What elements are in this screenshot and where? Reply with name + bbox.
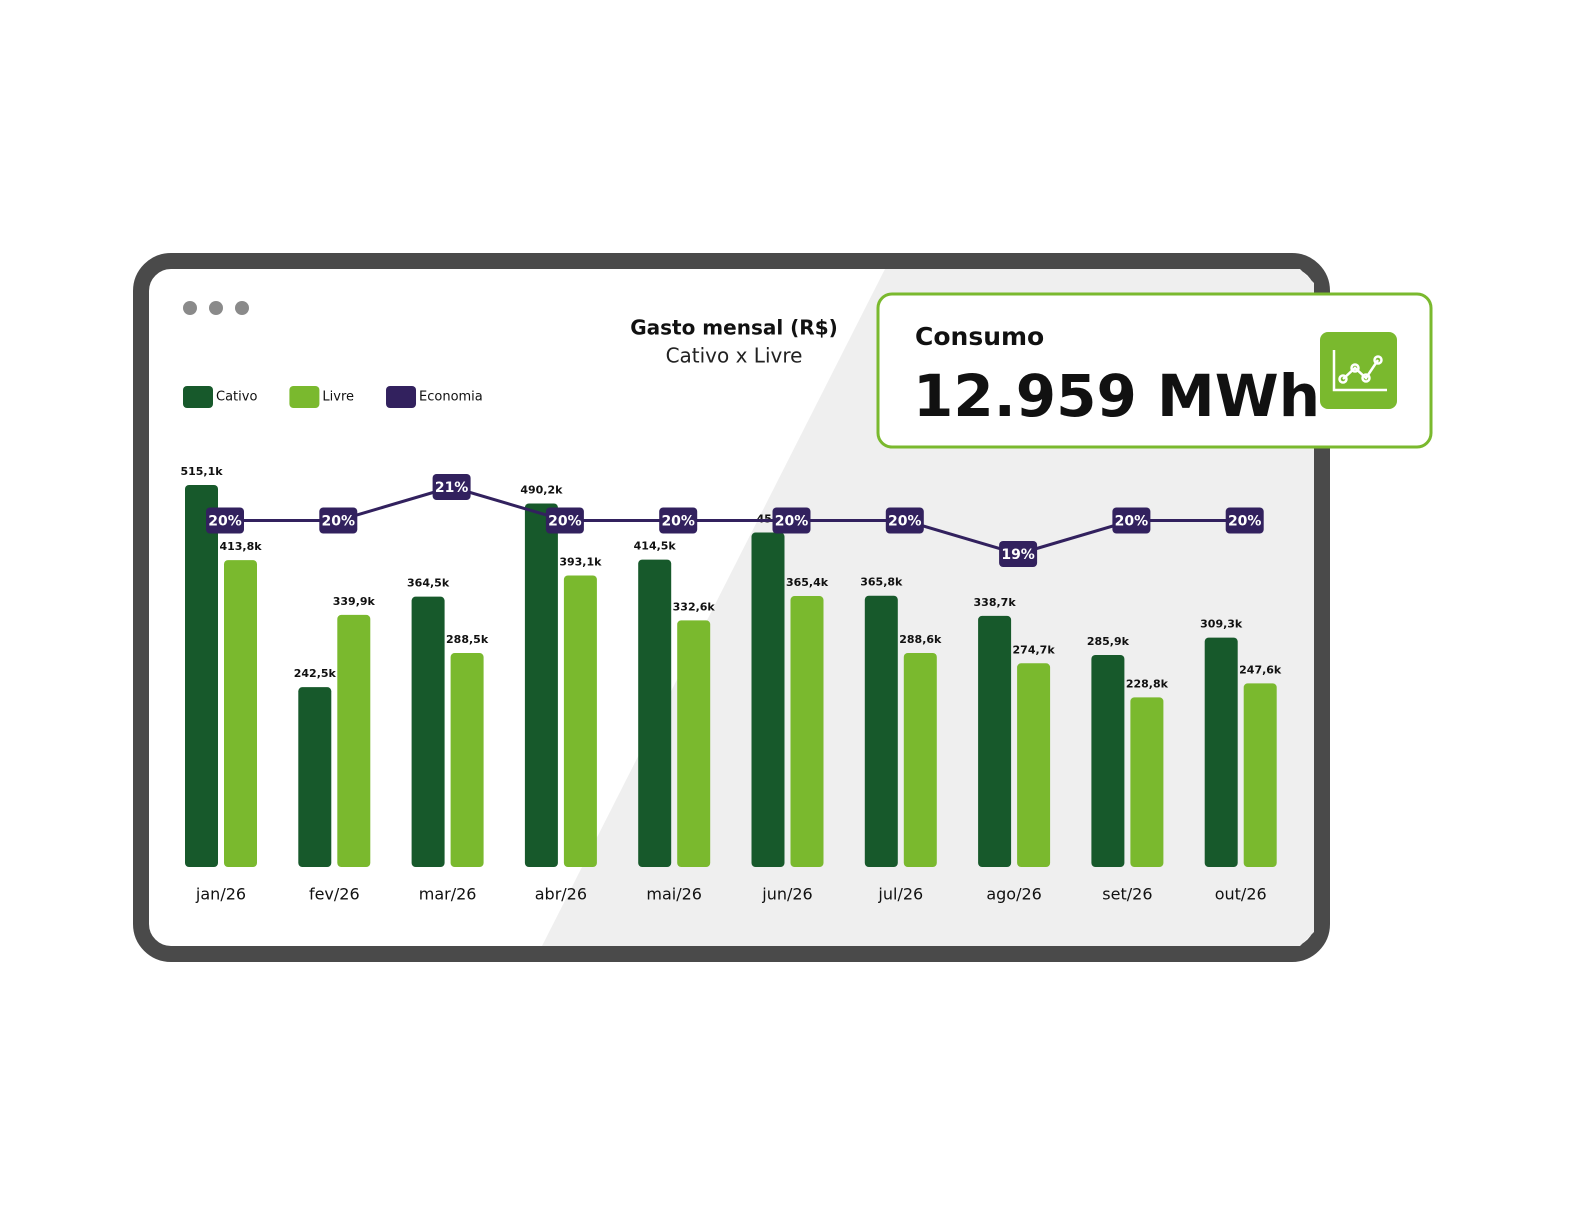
data-label: 365,8k: [860, 576, 903, 589]
x-tick-label: out/26: [1215, 885, 1267, 904]
x-tick-label: jul/26: [877, 885, 923, 904]
data-label: 515,1k: [180, 465, 223, 478]
x-tick-label: mai/26: [646, 885, 702, 904]
line-marker: [319, 507, 358, 534]
data-label: 228,8k: [1126, 677, 1169, 690]
data-label: 309,3k: [1200, 618, 1243, 631]
bar: [185, 485, 218, 867]
data-label: 19%: [1001, 547, 1035, 563]
data-label: 288,5k: [446, 633, 489, 646]
bar: [224, 560, 257, 867]
bar: [1243, 683, 1277, 867]
legend-label: Livre: [322, 390, 354, 405]
bar: [1091, 654, 1125, 867]
data-label: 21%: [435, 480, 469, 496]
data-label: 338,7k: [974, 596, 1017, 609]
window-dot: [235, 301, 249, 315]
bar: [677, 620, 711, 867]
plot: Cativo Livre Economia jan/26 515,1k 413,8k fev…: [180, 386, 1282, 904]
window-dot: [183, 301, 197, 315]
line-marker: [545, 507, 584, 534]
bar: [864, 595, 898, 867]
bar: [903, 652, 937, 867]
bar: [450, 653, 484, 867]
x-tick-label: ago/26: [986, 885, 1042, 904]
data-label: 274,7k: [1013, 643, 1056, 656]
line-marker: [772, 507, 811, 534]
window-dot: [209, 301, 223, 315]
data-label: 20%: [888, 514, 922, 530]
data-label: 414,5k: [634, 540, 677, 553]
line: [225, 485, 1245, 556]
data-label: 332,6k: [673, 600, 716, 613]
card-value: 12.959 MWh: [913, 362, 1320, 430]
line-marker: [432, 474, 471, 500]
chart-title: Gasto mensal (R$): [630, 316, 838, 340]
data-label: 20%: [322, 514, 356, 530]
data-label: 288,6k: [899, 633, 942, 646]
chart-subtitle: Cativo x Livre: [666, 344, 803, 368]
bar: [524, 503, 558, 867]
data-label: 490,2k: [520, 483, 563, 496]
line-marker: [659, 507, 698, 534]
bar: [638, 559, 672, 867]
bar: [751, 532, 785, 867]
data-label: 20%: [775, 514, 809, 530]
x-tick-label: abr/26: [535, 885, 587, 904]
data-label: 20%: [1228, 514, 1262, 530]
bar: [411, 596, 445, 867]
data-label: 20%: [1115, 514, 1149, 530]
bar: [790, 596, 824, 867]
bar: [337, 614, 371, 867]
legend-label: Cativo: [216, 390, 257, 405]
bar: [978, 615, 1012, 867]
x-tick-label: set/26: [1102, 885, 1152, 904]
line-marker: [999, 541, 1038, 567]
bar: [1130, 697, 1164, 867]
data-label: 20%: [661, 514, 695, 530]
card-icon-chart: [1332, 350, 1387, 392]
data-label: 413,8k: [219, 540, 262, 553]
bar: [298, 687, 332, 867]
legend-swatch: [289, 386, 320, 408]
data-label: 285,9k: [1087, 635, 1130, 648]
x-tick-label: mar/26: [419, 885, 477, 904]
data-label: 20%: [548, 514, 582, 530]
data-label: 364,5k: [407, 577, 450, 590]
legend-label: Economia: [419, 390, 483, 405]
line-marker: [1112, 507, 1151, 534]
x-tick-label: fev/26: [309, 885, 360, 904]
legend-swatch: [183, 386, 213, 408]
data-label: 20%: [208, 514, 242, 530]
line-marker: [206, 507, 244, 534]
data-label: 339,9k: [333, 595, 376, 608]
card: [876, 292, 1433, 449]
line-marker: [885, 507, 924, 534]
x-tick-label: jan/26: [195, 885, 246, 904]
data-label: 242,5k: [294, 667, 337, 680]
card-label: Consumo: [915, 322, 1044, 351]
bar: [1017, 663, 1051, 867]
line-marker: [1225, 507, 1264, 534]
x-tick-label: jun/26: [761, 885, 812, 904]
data-label: 393,1k: [559, 555, 602, 568]
data-label: 247,6k: [1239, 663, 1282, 676]
bar: [563, 575, 597, 867]
data-label: 365,4k: [786, 576, 829, 589]
legend-swatch: [386, 386, 417, 408]
bar: [1204, 637, 1238, 867]
